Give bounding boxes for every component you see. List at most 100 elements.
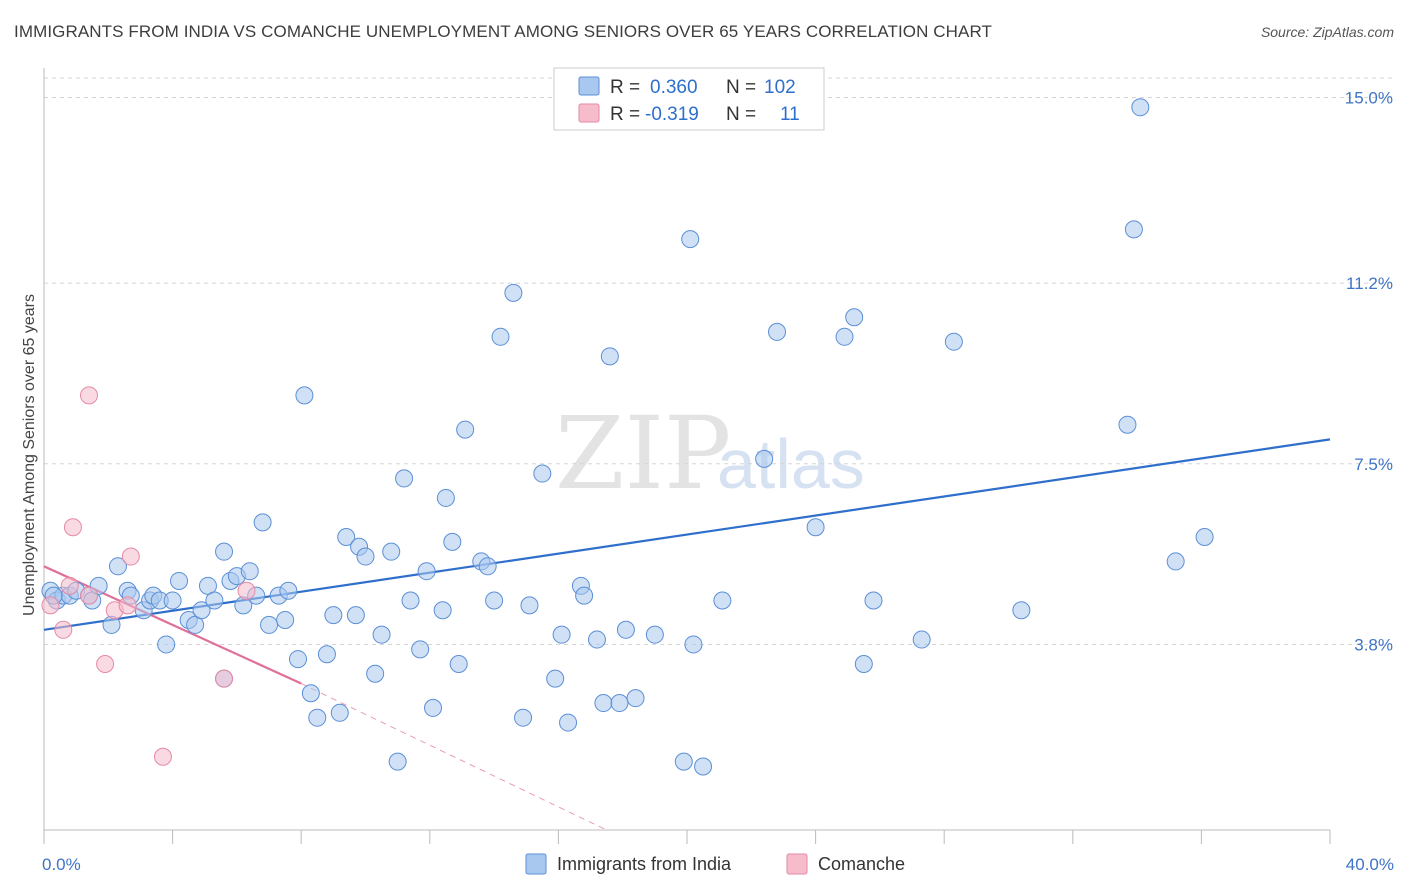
- legend-n-value: 102: [764, 77, 796, 98]
- source-label: Source: ZipAtlas.com: [1260, 24, 1394, 40]
- india-point: [417, 562, 436, 581]
- grid: [44, 77, 1395, 645]
- india-point: [684, 635, 703, 654]
- india-point: [337, 528, 356, 547]
- tick-labels: 3.8% 7.5% 11.2% 15.0% 0.0% 40.0%: [42, 89, 1394, 874]
- series-legend-comanche: Comanche: [818, 854, 905, 874]
- watermark-zip: ZIP: [555, 395, 731, 512]
- india-point: [626, 689, 645, 708]
- india-point: [395, 469, 414, 488]
- india-point: [260, 615, 279, 634]
- series-legend-india: Immigrants from India: [557, 854, 732, 874]
- india-point: [610, 694, 629, 713]
- legend-n-label: N =: [726, 104, 756, 125]
- comanche-point: [60, 576, 79, 595]
- india-point: [456, 420, 475, 439]
- x-tick-label: 0.0%: [42, 855, 81, 874]
- india-point: [366, 664, 385, 683]
- india-point: [1124, 220, 1143, 239]
- comanche-point: [153, 747, 172, 766]
- india-point: [346, 606, 365, 625]
- india-point: [520, 596, 539, 615]
- india-point: [587, 630, 606, 649]
- india-point: [433, 601, 452, 620]
- series-legend-swatch-comanche: [786, 853, 808, 875]
- india-point: [192, 601, 211, 620]
- india-point: [436, 488, 455, 507]
- india-point: [755, 449, 774, 468]
- india-point: [681, 230, 700, 249]
- india-point: [388, 752, 407, 771]
- india-point: [108, 557, 127, 576]
- series-legend-swatch-india: [525, 853, 547, 875]
- watermark: ZIP atlas: [555, 395, 865, 512]
- india-point: [1118, 415, 1137, 434]
- india-point: [533, 464, 552, 483]
- comanche-trend-extension: [300, 683, 607, 831]
- y-tick-label: 11.2%: [1346, 274, 1393, 293]
- y-tick-label: 7.5%: [1354, 455, 1393, 474]
- legend-swatch-comanche: [578, 103, 600, 123]
- india-point: [382, 542, 401, 561]
- india-point: [205, 591, 224, 610]
- india-point: [411, 640, 430, 659]
- axes: [43, 68, 1331, 844]
- india-point: [157, 635, 176, 654]
- india-point: [806, 518, 825, 537]
- comanche-point: [41, 596, 60, 615]
- series-india-points: [41, 98, 1214, 776]
- india-point: [301, 684, 320, 703]
- india-point: [845, 308, 864, 327]
- india-point: [514, 708, 533, 727]
- india-point: [276, 611, 295, 630]
- india-point: [424, 698, 443, 717]
- india-point: [594, 694, 613, 713]
- india-point: [575, 586, 594, 605]
- y-tick-label: 15.0%: [1345, 89, 1393, 108]
- x-tick-label: 40.0%: [1346, 855, 1394, 874]
- comanche-point: [96, 654, 115, 673]
- india-point: [1012, 601, 1031, 620]
- india-point: [288, 650, 307, 669]
- india-point: [674, 752, 693, 771]
- india-point: [401, 591, 420, 610]
- india-point: [240, 562, 259, 581]
- series-comanche-points: [41, 386, 256, 766]
- india-point: [546, 669, 565, 688]
- india-point: [768, 322, 787, 341]
- india-point: [317, 645, 336, 664]
- india-point: [912, 630, 931, 649]
- india-point: [163, 591, 182, 610]
- india-point: [864, 591, 883, 610]
- india-point: [1131, 98, 1150, 117]
- india-point: [330, 703, 349, 722]
- comanche-point: [80, 586, 99, 605]
- india-point: [1166, 552, 1185, 571]
- india-point: [215, 542, 234, 561]
- india-point: [356, 547, 375, 566]
- y-axis-label: Unemployment Among Seniors over 65 years: [21, 294, 38, 616]
- legend-r-value: -0.319: [645, 104, 699, 125]
- legend-n-value: 11: [780, 104, 800, 125]
- india-point: [694, 757, 713, 776]
- india-point: [616, 620, 635, 639]
- india-point: [854, 654, 873, 673]
- india-point: [372, 625, 391, 644]
- legend-n-label: N =: [726, 77, 756, 98]
- india-point: [102, 615, 121, 634]
- series-legend: Immigrants from India Comanche: [525, 853, 905, 875]
- india-point: [559, 713, 578, 732]
- india-point: [1195, 528, 1214, 547]
- india-point: [944, 332, 963, 351]
- india-point: [552, 625, 571, 644]
- india-point: [253, 513, 272, 532]
- india-point: [504, 283, 523, 302]
- comanche-point: [118, 596, 137, 615]
- india-point: [170, 571, 189, 590]
- comanche-point: [121, 547, 140, 566]
- comanche-point: [237, 581, 256, 600]
- india-point: [443, 532, 462, 551]
- comanche-trend-line: [43, 565, 302, 685]
- comanche-point: [54, 620, 73, 639]
- legend-r-label: R =: [610, 104, 640, 125]
